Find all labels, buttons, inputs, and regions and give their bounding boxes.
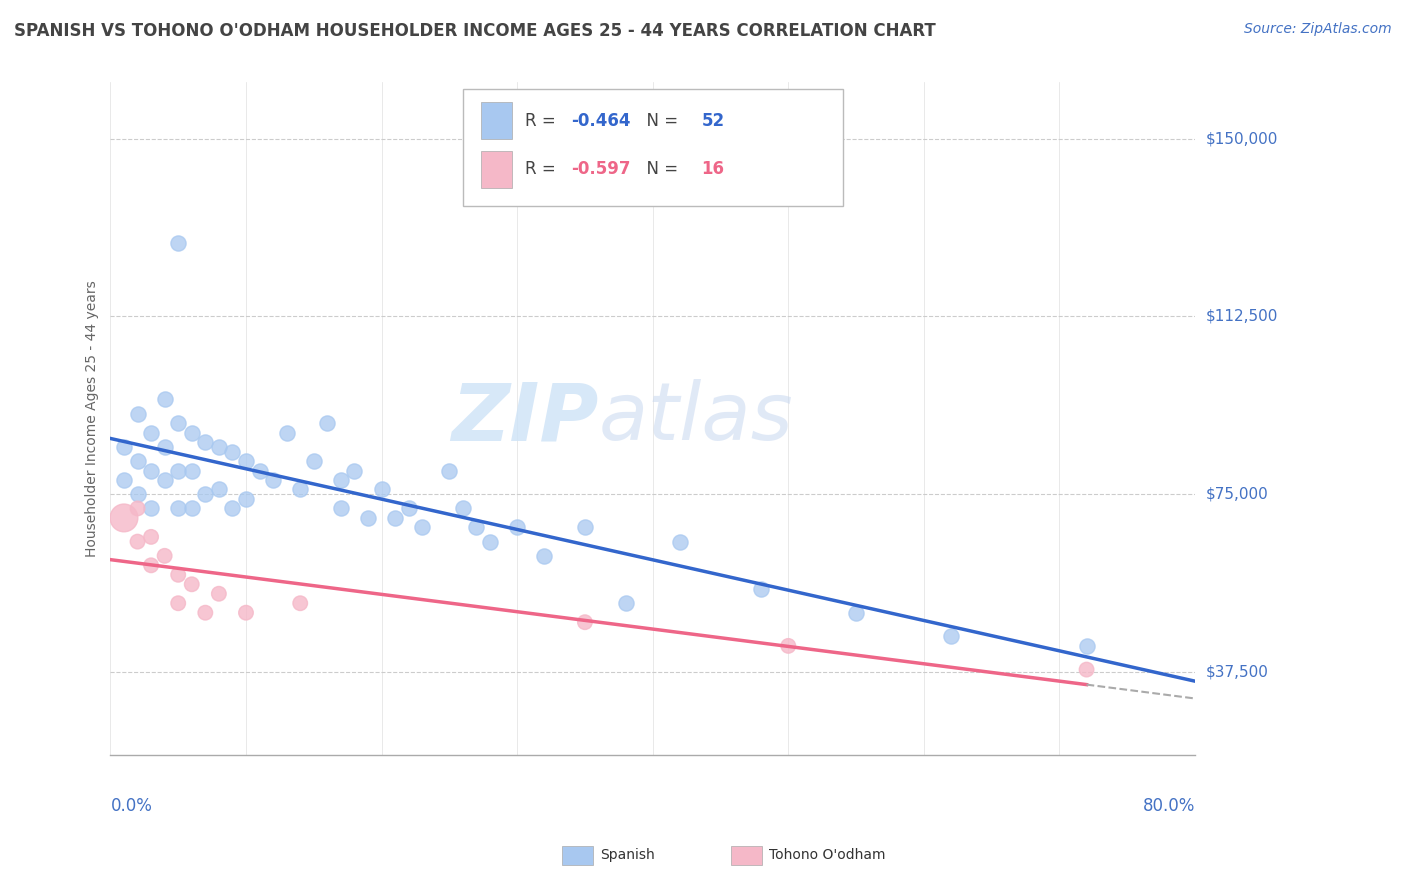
Text: $37,500: $37,500 bbox=[1206, 665, 1270, 680]
Point bbox=[235, 606, 257, 620]
Point bbox=[235, 454, 257, 468]
Text: 0.0%: 0.0% bbox=[111, 797, 152, 814]
Point bbox=[167, 235, 190, 250]
Text: ZIP: ZIP bbox=[451, 379, 599, 458]
Point bbox=[208, 587, 231, 601]
Point bbox=[167, 501, 190, 516]
Y-axis label: Householder Income Ages 25 - 44 years: Householder Income Ages 25 - 44 years bbox=[86, 280, 100, 557]
Point bbox=[180, 577, 202, 591]
Point bbox=[194, 435, 217, 450]
Point bbox=[194, 606, 217, 620]
Point bbox=[249, 463, 271, 477]
Point bbox=[127, 534, 149, 549]
Point bbox=[506, 520, 529, 534]
Point bbox=[669, 534, 692, 549]
Text: Source: ZipAtlas.com: Source: ZipAtlas.com bbox=[1244, 22, 1392, 37]
Bar bbox=[481, 151, 512, 188]
Point bbox=[302, 454, 325, 468]
Point bbox=[329, 473, 352, 487]
Text: N =: N = bbox=[637, 112, 683, 130]
Point bbox=[465, 520, 488, 534]
Point bbox=[574, 520, 596, 534]
Point bbox=[153, 440, 176, 454]
Point bbox=[451, 501, 474, 516]
Point bbox=[533, 549, 555, 563]
Point bbox=[316, 416, 339, 430]
Text: 80.0%: 80.0% bbox=[1143, 797, 1195, 814]
Point bbox=[153, 549, 176, 563]
Point bbox=[1076, 663, 1098, 677]
Point bbox=[357, 511, 380, 525]
Point bbox=[112, 511, 135, 525]
Point bbox=[127, 454, 149, 468]
Text: 52: 52 bbox=[702, 112, 724, 130]
Text: R =: R = bbox=[524, 112, 561, 130]
Point bbox=[167, 596, 190, 610]
Point bbox=[153, 392, 176, 407]
Point bbox=[398, 501, 420, 516]
Text: $150,000: $150,000 bbox=[1206, 131, 1278, 146]
Point bbox=[290, 483, 312, 497]
Point bbox=[208, 483, 231, 497]
Point bbox=[939, 629, 962, 643]
Point bbox=[439, 463, 461, 477]
Point bbox=[139, 530, 162, 544]
Point bbox=[180, 463, 202, 477]
Point bbox=[139, 425, 162, 440]
Point bbox=[153, 473, 176, 487]
Text: 16: 16 bbox=[702, 161, 724, 178]
Point bbox=[749, 582, 772, 596]
Point bbox=[139, 501, 162, 516]
Point bbox=[139, 463, 162, 477]
Text: $112,500: $112,500 bbox=[1206, 309, 1278, 324]
Point bbox=[845, 606, 868, 620]
Point bbox=[1076, 639, 1098, 653]
Point bbox=[221, 501, 243, 516]
Point bbox=[180, 501, 202, 516]
Point bbox=[276, 425, 298, 440]
Text: SPANISH VS TOHONO O'ODHAM HOUSEHOLDER INCOME AGES 25 - 44 YEARS CORRELATION CHAR: SPANISH VS TOHONO O'ODHAM HOUSEHOLDER IN… bbox=[14, 22, 936, 40]
Point bbox=[262, 473, 284, 487]
Point bbox=[329, 501, 352, 516]
Point bbox=[290, 596, 312, 610]
Point bbox=[411, 520, 433, 534]
Point bbox=[127, 407, 149, 421]
Point bbox=[127, 501, 149, 516]
Bar bbox=[481, 103, 512, 139]
Text: $75,000: $75,000 bbox=[1206, 487, 1268, 501]
Point bbox=[384, 511, 406, 525]
Point bbox=[221, 444, 243, 458]
Point bbox=[112, 473, 135, 487]
Point bbox=[167, 567, 190, 582]
Point bbox=[479, 534, 502, 549]
Point bbox=[112, 440, 135, 454]
FancyBboxPatch shape bbox=[463, 88, 842, 206]
Point bbox=[167, 463, 190, 477]
Point bbox=[370, 483, 392, 497]
Point bbox=[180, 425, 202, 440]
Text: Tohono O'odham: Tohono O'odham bbox=[769, 847, 886, 862]
Text: -0.464: -0.464 bbox=[571, 112, 631, 130]
Point bbox=[778, 639, 800, 653]
Point bbox=[208, 440, 231, 454]
Point bbox=[235, 491, 257, 506]
Point bbox=[614, 596, 637, 610]
Point bbox=[343, 463, 366, 477]
Text: Spanish: Spanish bbox=[600, 847, 655, 862]
Point bbox=[574, 615, 596, 630]
Text: atlas: atlas bbox=[599, 379, 793, 458]
Text: N =: N = bbox=[637, 161, 683, 178]
Text: -0.597: -0.597 bbox=[571, 161, 631, 178]
Point bbox=[139, 558, 162, 573]
Point bbox=[127, 487, 149, 501]
Point bbox=[167, 416, 190, 430]
Point bbox=[194, 487, 217, 501]
Text: R =: R = bbox=[524, 161, 561, 178]
